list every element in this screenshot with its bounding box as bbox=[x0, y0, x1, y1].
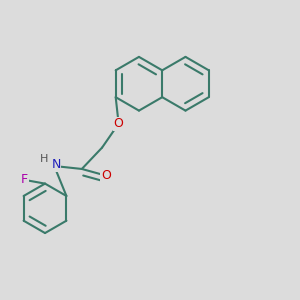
Text: N: N bbox=[51, 158, 61, 171]
Text: F: F bbox=[21, 173, 28, 186]
Text: O: O bbox=[114, 117, 124, 130]
Text: H: H bbox=[40, 154, 48, 164]
Text: O: O bbox=[101, 169, 111, 182]
